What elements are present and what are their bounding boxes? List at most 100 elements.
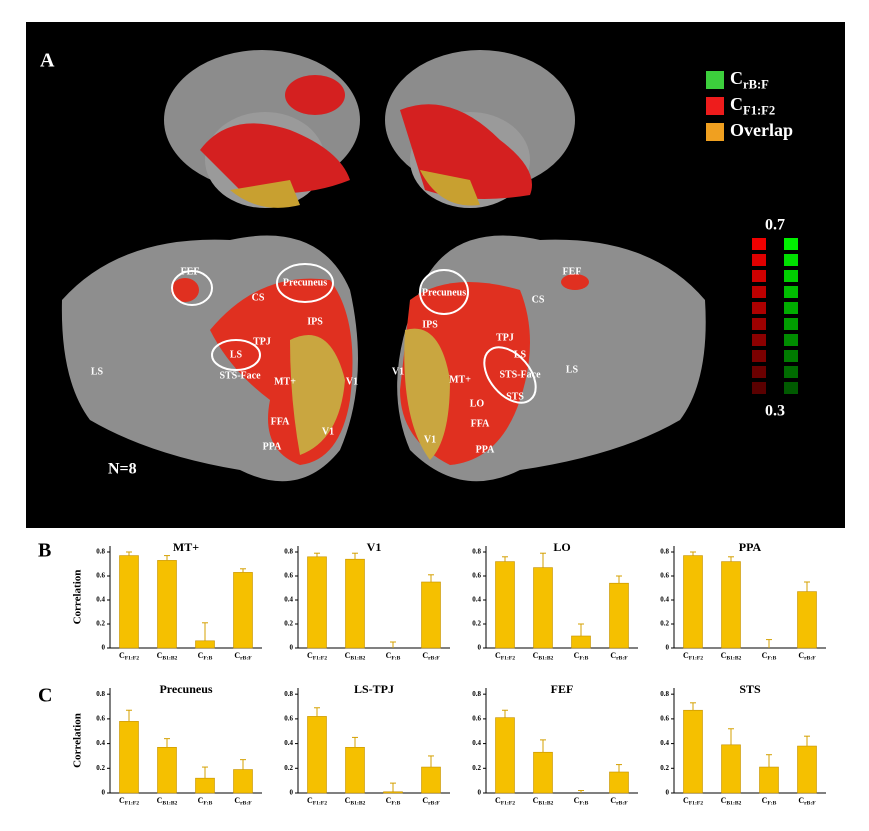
colorbar-cell [752,270,766,282]
bar [797,745,817,794]
chart-title: V1 [367,540,382,554]
y-tick-label: 0 [290,644,294,652]
chart-title: MT+ [173,540,199,554]
bar [233,769,253,794]
region-label: STS-Face [499,369,541,380]
legend-label: Overlap [730,120,793,140]
x-tick-label: CrB:F [610,651,628,662]
y-tick-label: 0.8 [96,690,105,698]
bar [157,560,177,649]
x-tick-label: CF:B [574,651,589,662]
y-tick-label: 0.4 [284,596,293,604]
y-tick-label: 0.8 [284,548,293,556]
x-tick-label: CrB:F [422,796,440,807]
x-tick-label: CB1:B2 [533,796,554,807]
colorbar-cell [752,286,766,298]
region-label: TPJ [253,336,271,347]
x-tick-label: CF1:F2 [495,796,515,807]
y-tick-label: 0.6 [284,714,293,722]
y-tick-label: 0.6 [660,714,669,722]
y-tick-label: 0 [102,789,106,797]
x-tick-label: CB1:B2 [345,651,366,662]
bar [195,640,215,649]
x-tick-label: CB1:B2 [345,796,366,807]
region-label: PPA [263,441,282,452]
y-tick-label: 0.4 [96,596,105,604]
bar [759,766,779,794]
x-tick-label: CrB:F [234,651,252,662]
y-tick-label: 0.4 [660,596,669,604]
panel-label: B [38,540,51,562]
x-tick-label: CF1:F2 [119,651,139,662]
bar [307,716,327,794]
region-label: LS [566,364,579,375]
bar [683,555,703,649]
region-label: V1 [392,366,404,377]
legend-swatch [706,123,724,141]
region-label: PPA [476,444,495,455]
region-label: LS [514,349,527,360]
colorbar-cell [752,302,766,314]
bar [721,744,741,794]
colorbar-label: 0.3 [765,403,785,420]
x-tick-label: CB1:B2 [721,651,742,662]
y-tick-label: 0.2 [472,764,481,772]
bar [421,766,441,794]
region-label: FEF [563,266,582,277]
x-tick-label: CB1:B2 [533,651,554,662]
bar [195,777,215,794]
bar [609,582,629,649]
x-tick-label: CF1:F2 [683,651,703,662]
x-tick-label: CF1:F2 [495,651,515,662]
y-tick-label: 0 [290,789,294,797]
y-tick-label: 0.6 [472,714,481,722]
x-tick-label: CF:B [198,796,213,807]
chart-title: Precuneus [159,682,212,696]
y-tick-label: 0.6 [472,572,481,580]
colorbar-cell [784,254,798,266]
y-tick-label: 0.4 [96,739,105,747]
region-label: FFA [471,418,490,429]
bar [609,771,629,794]
region-label: FEF [181,266,200,277]
x-tick-label: CF1:F2 [307,796,327,807]
chart-title: STS [739,682,761,696]
colorbar-cell [784,302,798,314]
colorbar-cell [784,238,798,250]
bar [345,558,365,649]
bar [119,721,139,794]
legend-swatch [706,71,724,89]
y-tick-label: 0.2 [284,620,293,628]
x-tick-label: CF1:F2 [119,796,139,807]
bar [683,709,703,794]
colorbar-cell [784,270,798,282]
region-label: V1 [424,434,436,445]
bar [721,561,741,649]
y-tick-label: 0.2 [472,620,481,628]
x-tick-label: CrB:F [610,796,628,807]
region-label: IPS [307,316,323,327]
y-tick-label: 0.4 [472,596,481,604]
y-tick-label: 0 [478,644,482,652]
y-tick-label: 0 [666,644,670,652]
y-tick-label: 0.2 [96,764,105,772]
brain-images [61,50,706,482]
colorbar-cell [784,382,798,394]
bar [533,567,553,649]
region-label: CS [252,292,265,303]
region-label: Precuneus [422,287,466,298]
y-tick-label: 0.4 [660,739,669,747]
x-tick-label: CrB:F [798,651,816,662]
y-tick-label: 0 [666,789,670,797]
y-tick-label: 0.2 [96,620,105,628]
colorbar-cell [752,334,766,346]
y-tick-label: 0.8 [284,690,293,698]
y-tick-label: 0.4 [472,739,481,747]
bar [383,791,403,794]
bar [495,561,515,649]
region-label: V1 [346,376,358,387]
region-label: STS-Face [219,370,261,381]
x-tick-label: CrB:F [234,796,252,807]
y-tick-label: 0.2 [660,620,669,628]
